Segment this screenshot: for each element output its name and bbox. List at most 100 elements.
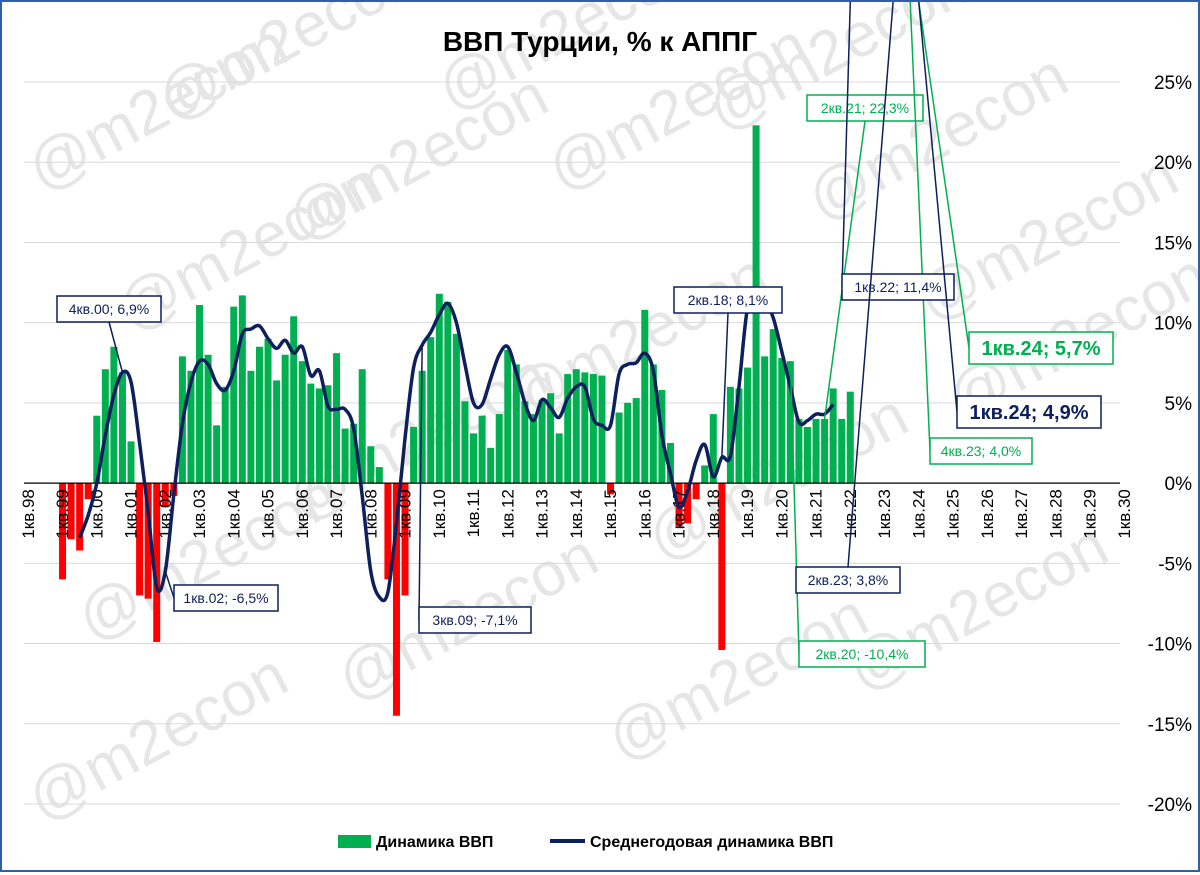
bar	[367, 446, 375, 484]
annotations: 2кв.21; 22,3% 2кв.20; -10,4% 4кв.23; 4,0% 1…	[56, 1, 1114, 668]
x-axis-tick-labels: 1кв.98 1кв.99 1кв.00 1кв.01 1кв.02 1кв.03 1кв.…	[19, 489, 1134, 539]
bar	[84, 483, 92, 500]
bar	[607, 483, 615, 495]
annotation-leader	[823, 120, 866, 420]
annotation-label: 2кв.21; 22,3%	[821, 100, 909, 116]
x-tick-label: 1кв.19	[738, 489, 757, 539]
bar	[324, 385, 332, 484]
x-tick-label: 1кв.01	[122, 489, 141, 539]
x-tick-label: 1кв.03	[190, 489, 209, 539]
legend: Динамика ВВП Среднегодовая динамика ВВП	[338, 834, 833, 851]
annotation-leader	[164, 571, 175, 599]
bar	[478, 415, 486, 484]
bar	[726, 386, 734, 484]
annotation-box	[673, 286, 783, 314]
bar	[846, 391, 854, 484]
y-tick-label: 20%	[1154, 153, 1192, 174]
bar	[709, 414, 717, 484]
bar	[795, 418, 803, 484]
bar	[118, 372, 126, 484]
bar	[641, 309, 649, 484]
legend-label-bars: Динамика ВВП	[376, 834, 493, 851]
annotation-leader	[789, 361, 800, 655]
bar	[144, 483, 152, 599]
bar	[547, 393, 555, 484]
bar	[812, 418, 820, 484]
annotation-label: 1кв.24; 5,7%	[981, 338, 1100, 360]
annotation-box	[806, 94, 924, 122]
bar	[555, 433, 563, 484]
bar	[744, 367, 752, 484]
bar	[769, 329, 777, 484]
y-tick-label: -10%	[1148, 635, 1192, 656]
annotation-label: 2кв.23; 3,8%	[808, 572, 889, 588]
bar	[127, 441, 135, 484]
annotation-leader	[841, 1, 852, 288]
bar	[204, 354, 212, 484]
bar	[615, 412, 623, 484]
x-tick-label: 1кв.22	[841, 489, 860, 539]
bar	[778, 357, 786, 484]
annotation-box	[56, 295, 162, 323]
y-tick-label: 5%	[1165, 394, 1193, 415]
annotation-leader	[418, 345, 423, 621]
x-tick-label: 1кв.20	[773, 489, 792, 539]
bar	[512, 364, 520, 484]
bar	[238, 295, 246, 484]
bar	[838, 418, 846, 484]
bar	[632, 398, 640, 484]
bar	[427, 337, 435, 484]
x-tick-label: 1кв.04	[225, 489, 244, 539]
y-tick-label: -15%	[1148, 715, 1192, 736]
x-tick-label: 1кв.05	[259, 489, 278, 539]
bar	[418, 370, 426, 484]
annotation-box	[929, 437, 1033, 465]
annotation-box	[418, 606, 532, 634]
bar	[264, 338, 272, 484]
bar	[701, 465, 709, 484]
y-axis-tick-labels: 25% 20% 15% 10% 5% 0% -5% -10% -15% -20%	[1148, 73, 1192, 816]
annotation-label: 4кв.23; 4,0%	[941, 443, 1022, 459]
y-tick-label: 0%	[1165, 474, 1193, 495]
annotation-box	[841, 273, 955, 301]
annotation-leader	[108, 321, 124, 373]
annotation-label: 3кв.09; -7,1%	[432, 612, 517, 628]
bar	[692, 483, 700, 500]
bar	[110, 346, 118, 484]
bar	[598, 375, 606, 484]
legend-swatch-bars	[338, 835, 371, 848]
annotation-leader	[918, 1, 970, 349]
bar	[821, 418, 829, 484]
bar	[564, 374, 572, 484]
watermark-text: @m2econ	[146, 2, 429, 134]
bar	[255, 346, 263, 484]
bar	[221, 386, 229, 484]
bar	[333, 353, 341, 484]
bar	[384, 483, 392, 580]
bar	[298, 361, 306, 484]
annotation-leader	[847, 1, 894, 568]
annotation-leader	[918, 1, 958, 413]
y-tick-label: 10%	[1154, 314, 1192, 335]
bar	[93, 415, 101, 484]
x-tick-label: 1кв.24	[910, 489, 929, 539]
bar	[161, 483, 169, 508]
x-tick-label: 1кв.06	[293, 489, 312, 539]
bar	[735, 388, 743, 484]
x-tick-label: 1кв.25	[944, 489, 963, 539]
x-tick-label: 1кв.10	[430, 489, 449, 539]
bar	[136, 483, 144, 596]
bar	[247, 370, 255, 484]
bar	[375, 467, 383, 484]
bar	[718, 483, 726, 650]
watermark-text: @m2econ	[636, 380, 919, 574]
bar	[684, 483, 692, 524]
bar	[341, 428, 349, 484]
x-tick-label: 1кв.29	[1081, 489, 1100, 539]
bar	[649, 364, 657, 484]
bar	[521, 401, 529, 484]
bar	[461, 401, 469, 484]
bar	[504, 349, 512, 484]
